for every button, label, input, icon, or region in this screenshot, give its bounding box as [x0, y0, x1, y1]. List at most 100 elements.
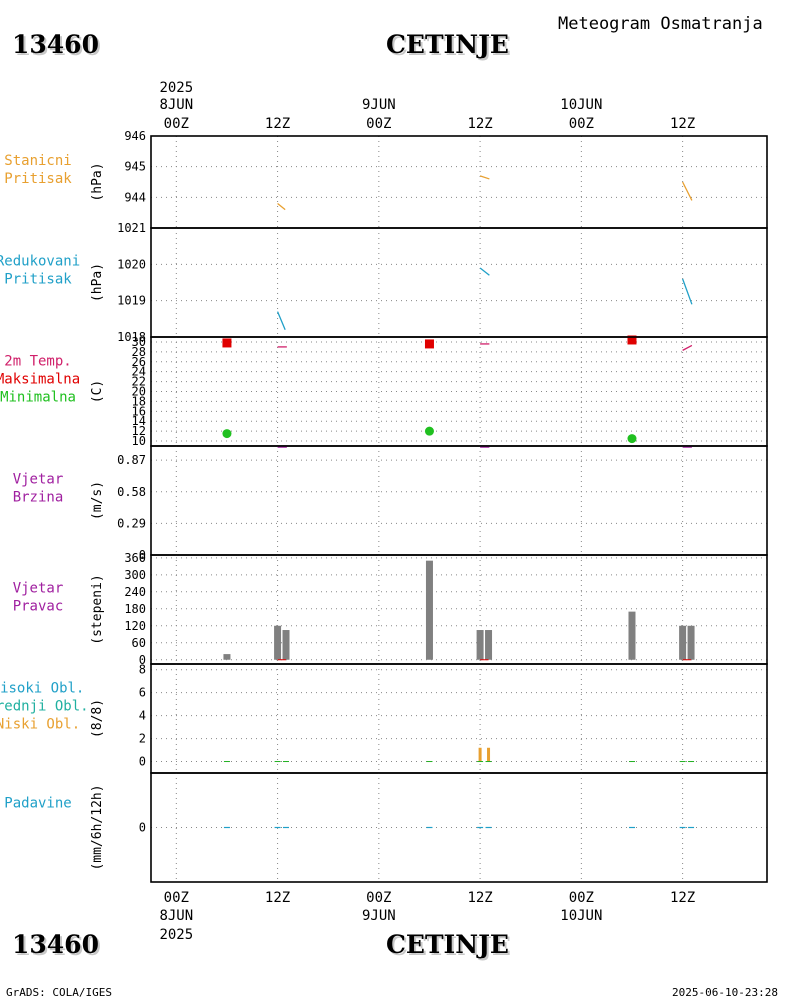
- min-temp-marker: [627, 434, 637, 444]
- timestamp-label: 2025-06-10-23:28: [672, 986, 778, 999]
- panel-unit-label: (hPa): [90, 162, 105, 201]
- bottom-time-label: 12Z: [467, 890, 492, 906]
- data-bar: [628, 611, 636, 660]
- panel-wind_direction: 0 60 120 180 240 300 360 (stepeni) Vjetar Pravac: [13, 551, 768, 667]
- data-segment: [277, 202, 286, 211]
- y-tick-label: 14: [132, 414, 146, 428]
- y-tick-label: 2: [139, 732, 146, 746]
- min-temp-marker: [424, 426, 434, 436]
- station-name-top: CETINJE: [386, 30, 509, 59]
- y-tick-label: 0: [139, 755, 146, 769]
- station-name-bottom: CETINJE: [386, 930, 509, 959]
- y-tick-label: 6: [139, 686, 146, 700]
- station-id-top: 13460: [12, 30, 99, 59]
- y-tick-label: 360: [124, 551, 146, 565]
- top-time-label: 12Z: [467, 116, 492, 132]
- panel-frame: [150, 336, 768, 447]
- panel-label: Minimalna: [0, 390, 76, 406]
- panel-unit-label: (8/8): [90, 699, 105, 738]
- panel-label: Maksimalna: [0, 372, 80, 388]
- meteogram-panels: 944945946(hPa)StanicniPritisak1018101910…: [0, 129, 768, 883]
- panel-label: Vjetar: [13, 581, 64, 597]
- y-tick-label: 0: [139, 821, 146, 835]
- data-bar: [223, 654, 231, 660]
- data-segment: [682, 278, 693, 305]
- y-tick-label: 12: [132, 424, 146, 438]
- panel-label: Srednji Obl.: [0, 699, 89, 715]
- panel-station_pressure: 944 945 946 (hPa) Stanicni Pritisak: [4, 129, 768, 229]
- top-time-label: 00Z: [164, 116, 189, 132]
- panel-label: Pravac: [13, 599, 64, 615]
- y-tick-label: 240: [124, 585, 146, 599]
- bottom-day-label: 10JUN: [560, 908, 602, 924]
- panel-frame: [150, 227, 768, 338]
- panel-unit-label: (m/s): [90, 481, 105, 520]
- bottom-day-label: 9JUN: [362, 908, 396, 924]
- y-tick-label: 30: [132, 335, 146, 349]
- y-tick-label: 944: [124, 190, 146, 204]
- station-id-bottom: 13460: [12, 930, 99, 959]
- y-tick-label: 180: [124, 602, 146, 616]
- data-segment: [682, 181, 693, 201]
- panel-unit-label: (C): [90, 380, 105, 403]
- panel-label: 2m Temp.: [4, 354, 71, 370]
- panel-wind_speed: 0 0.29 0.58 0.87 (m/s) Vjetar Brzina: [13, 445, 768, 562]
- y-tick-label: 0.29: [117, 516, 146, 530]
- bottom-year-label: 2025: [159, 927, 193, 943]
- data-bar: [478, 747, 482, 762]
- y-tick-label: 20: [132, 385, 146, 399]
- temp-segment: [682, 344, 693, 351]
- bottom-time-label: 00Z: [366, 890, 391, 906]
- y-tick-label: 1021: [117, 221, 146, 235]
- max-temp-marker: [424, 339, 434, 349]
- panel-label: Vjetar: [13, 472, 64, 488]
- y-tick-label: 0.58: [117, 485, 146, 499]
- panel-frame: [150, 445, 768, 556]
- y-tick-label: 22: [132, 375, 146, 389]
- y-tick-label: 8: [139, 663, 146, 677]
- bottom-time-label: 00Z: [569, 890, 594, 906]
- y-tick-label: 0: [139, 548, 146, 562]
- data-bar: [485, 630, 493, 660]
- top-day-label: 9JUN: [362, 97, 396, 113]
- max-temp-marker: [627, 335, 637, 345]
- bottom-time-label: 00Z: [164, 890, 189, 906]
- y-tick-label: 28: [132, 345, 146, 359]
- data-bar: [476, 630, 484, 660]
- panel-precipitation: 0 (mm/6h/12h) Padavine: [4, 772, 768, 883]
- y-tick-label: 0: [139, 653, 146, 667]
- top-time-label: 00Z: [569, 116, 594, 132]
- top-year-label: 2025: [159, 80, 193, 96]
- panel-frame: [150, 554, 768, 665]
- panel-label: Niski Obl.: [0, 717, 80, 733]
- y-tick-label: 1019: [117, 294, 146, 308]
- y-tick-label: 300: [124, 568, 146, 582]
- panel-unit-label: (stepeni): [90, 574, 105, 644]
- data-bar: [687, 625, 695, 660]
- y-tick-label: 1020: [117, 257, 146, 271]
- panel-reduced_pressure: 1018 1019 1020 1021 (hPa) Redukovani Pritisak: [0, 221, 768, 344]
- panel-unit-label: (hPa): [90, 263, 105, 302]
- y-tick-label: 10: [132, 434, 146, 448]
- panel-label: Pritisak: [4, 171, 72, 187]
- y-tick-label: 16: [132, 404, 146, 418]
- y-tick-label: 60: [132, 636, 146, 650]
- panel-label: Stanicni: [4, 153, 71, 169]
- y-tick-label: 120: [124, 619, 146, 633]
- y-tick-label: 1018: [117, 330, 146, 344]
- panel-frame: [150, 663, 768, 774]
- panel-unit-label: (mm/6h/12h): [90, 784, 105, 870]
- data-bar: [274, 625, 282, 660]
- credit-label: GrADS: COLA/IGES: [6, 986, 112, 999]
- bottom-time-axis: 00Z 8JUN 12Z 00Z 9JUN 12Z 00Z 10JUN 12Z 2025: [159, 890, 695, 943]
- y-tick-label: 4: [139, 709, 146, 723]
- data-segment: [479, 175, 490, 180]
- y-tick-label: 946: [124, 129, 146, 143]
- y-tick-label: 26: [132, 355, 146, 369]
- y-tick-label: 0.87: [117, 453, 146, 467]
- data-bar: [487, 747, 491, 762]
- meteogram-subtitle: Meteogram Osmatranja: [558, 14, 763, 34]
